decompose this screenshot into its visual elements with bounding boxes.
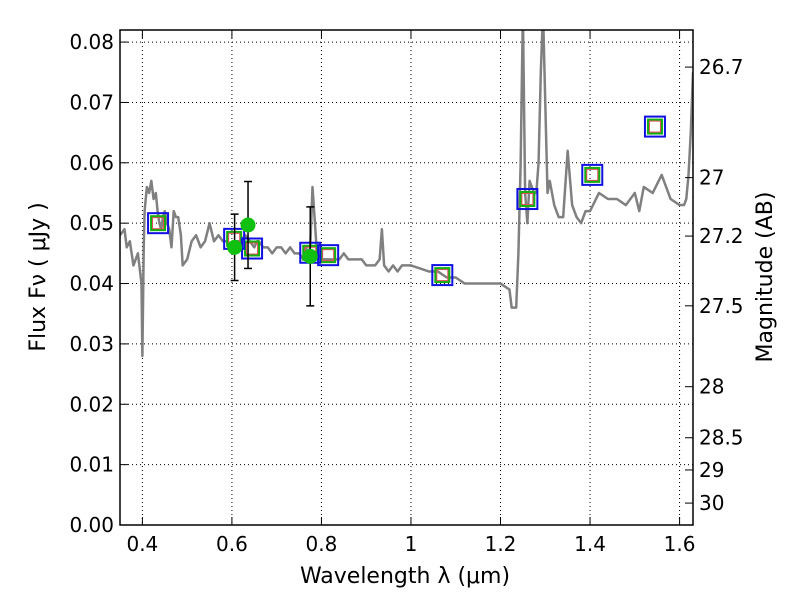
y-tick-label: 0.03 [69, 332, 114, 356]
y2-tick-label: 28 [699, 375, 724, 399]
y2-tick-label: 30 [699, 491, 724, 515]
observed-square-marker [519, 191, 536, 208]
x-tick-label: 1.2 [485, 532, 517, 556]
plot-frame [119, 29, 694, 526]
model-square-marker [647, 119, 662, 134]
y2-tick-label: 27.2 [699, 224, 744, 248]
band-square-marker [643, 115, 666, 138]
x-tick-label: 0.8 [306, 532, 338, 556]
y2-tick-label: 27 [699, 166, 724, 190]
y-tick-label: 0.05 [69, 211, 114, 235]
observed-square-marker [584, 166, 601, 183]
y2-tick-label: 28.5 [699, 426, 744, 450]
band-square-marker [241, 237, 264, 260]
detection-point [227, 239, 243, 255]
detection-point [302, 248, 318, 264]
y2-tick-label: 29 [699, 458, 724, 482]
observed-square-marker [646, 118, 663, 135]
y-axis-label: Flux Fν ( μJy ) [26, 202, 51, 351]
x-tick-label: 0.6 [216, 532, 248, 556]
x-tick-label: 0.4 [126, 532, 158, 556]
band-square-marker [317, 244, 340, 267]
y-tick-label: 0.08 [69, 30, 114, 54]
y-tick-label: 0.04 [69, 272, 114, 296]
observed-square-marker [150, 215, 167, 232]
axis-layer: 0.4 0.6 0.8 1 1.2 1.4 1.6 0.00 0.01 0.02 0.03 0.04 0… [69, 30, 744, 556]
band-square-marker [581, 163, 604, 186]
spectrum-layer [120, 30, 693, 358]
y-tick-label: 0.01 [69, 453, 114, 477]
y2-tick-label: 26.7 [699, 55, 744, 79]
y-tick-label: 0.06 [69, 151, 114, 175]
x-tick-label: 1.6 [664, 532, 696, 556]
detection-point [240, 217, 256, 233]
y-tick-label: 0.07 [69, 90, 114, 114]
band-square-marker [147, 212, 170, 235]
model-square-marker [585, 167, 600, 182]
y2-tick-label: 27.5 [699, 294, 744, 318]
grid-layer [120, 30, 693, 526]
x-axis-label: Wavelength λ (μm) [300, 564, 510, 589]
y2-axis-label: Magnitude (AB) [753, 192, 778, 363]
observed-square-marker [434, 267, 451, 284]
x-tick-label: 1.4 [574, 532, 606, 556]
x-tick-label: 1 [405, 532, 418, 556]
y-tick-label: 0.00 [69, 513, 114, 537]
band-square-marker [516, 188, 539, 211]
marker-layer [147, 115, 666, 307]
spectrum-line [120, 30, 693, 358]
band-square-marker [431, 264, 454, 287]
y-tick-label: 0.02 [69, 392, 114, 416]
